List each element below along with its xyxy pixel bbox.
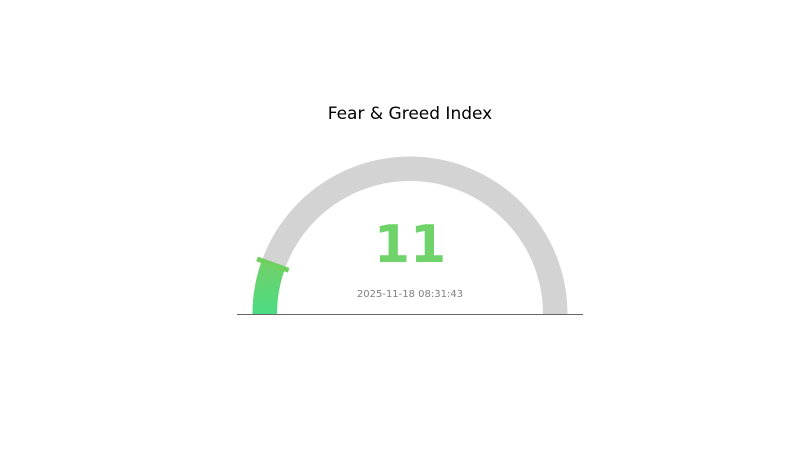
chart-title: Fear & Greed Index bbox=[328, 104, 492, 124]
gauge-fill bbox=[252, 260, 285, 314]
gauge-value-marker bbox=[256, 256, 290, 273]
timestamp: 2025-11-18 08:31:43 bbox=[357, 289, 463, 300]
gauge-value: 11 bbox=[374, 215, 446, 275]
gauge-track bbox=[252, 156, 568, 314]
